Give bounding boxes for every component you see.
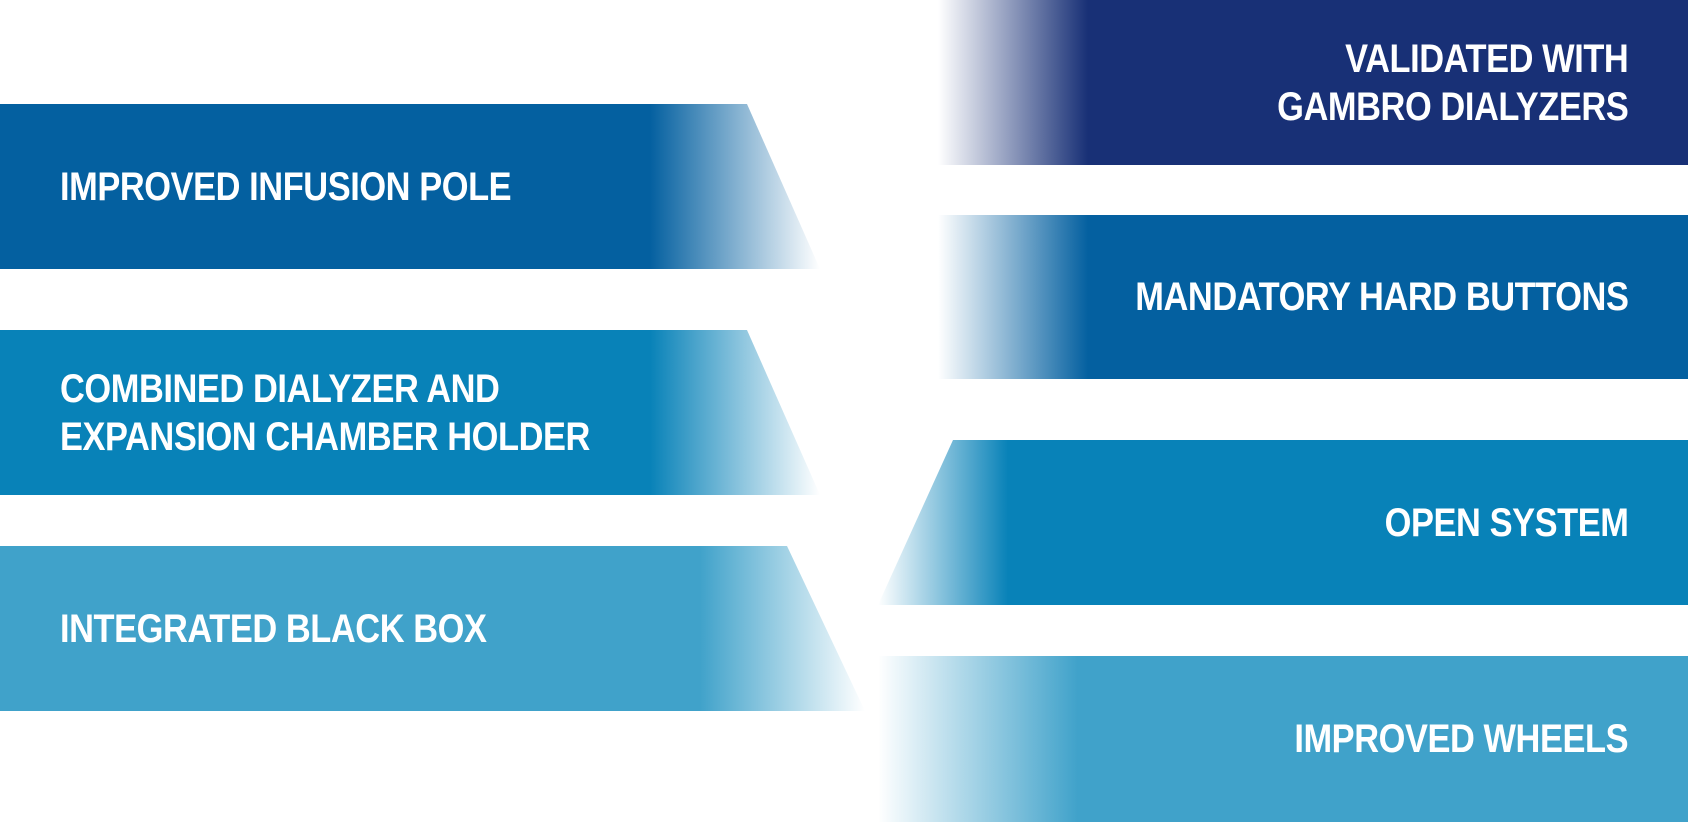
feature-label: IMPROVED WHEELS <box>1294 717 1628 761</box>
feature-label: OPEN SYSTEM <box>1384 500 1628 545</box>
feature-label: INTEGRATED BLACK BOX <box>60 606 487 651</box>
feature-label: COMBINED DIALYZER AND EXPANSION CHAMBER … <box>60 366 590 459</box>
feature-band-black-box: INTEGRATED BLACK BOX <box>0 546 865 711</box>
feature-band-dialyzer-holder: COMBINED DIALYZER AND EXPANSION CHAMBER … <box>0 330 820 495</box>
feature-label: VALIDATED WITH GAMBRO DIALYZERS <box>1276 36 1629 129</box>
feature-band-open-system: OPEN SYSTEM <box>878 440 1688 605</box>
feature-band-gambro-dialyzers: VALIDATED WITH GAMBRO DIALYZERS <box>938 0 1688 165</box>
feature-band-improved-wheels: IMPROVED WHEELS <box>878 656 1688 822</box>
feature-label: MANDATORY HARD BUTTONS <box>1134 275 1629 319</box>
feature-band-improved-infusion-pole: IMPROVED INFUSION POLE <box>0 104 820 269</box>
feature-band-hard-buttons: MANDATORY HARD BUTTONS <box>938 215 1688 379</box>
feature-label: IMPROVED INFUSION POLE <box>60 164 512 209</box>
